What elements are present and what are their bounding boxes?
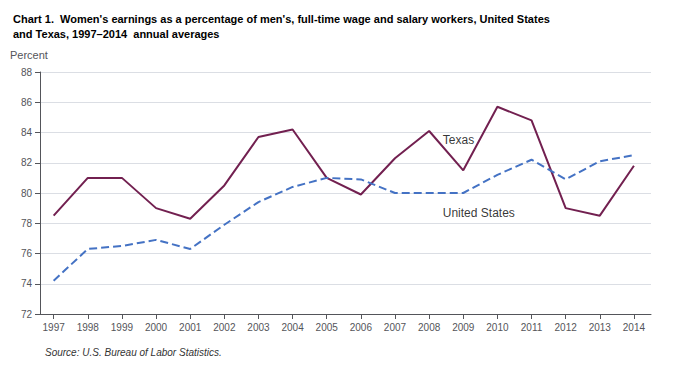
svg-text:2008: 2008 [418,322,441,333]
svg-text:2009: 2009 [452,322,475,333]
svg-text:2000: 2000 [145,322,168,333]
svg-text:2007: 2007 [384,322,407,333]
svg-text:2003: 2003 [247,322,270,333]
svg-text:2010: 2010 [486,322,509,333]
svg-text:2004: 2004 [281,322,304,333]
svg-text:Source: U.S. Bureau of Labor S: Source: U.S. Bureau of Labor Statistics. [45,347,222,358]
svg-text:2005: 2005 [316,322,339,333]
svg-text:2001: 2001 [179,322,202,333]
svg-text:88: 88 [21,67,33,78]
svg-text:2014: 2014 [623,322,646,333]
svg-text:2013: 2013 [589,322,612,333]
svg-text:United States: United States [443,206,515,220]
svg-text:Chart 1. Women's earnings as: Chart 1. Women's earnings as a percentag… [13,13,550,25]
svg-text:78: 78 [21,218,33,229]
svg-text:1998: 1998 [77,322,100,333]
svg-text:86: 86 [21,97,33,108]
svg-text:Percent: Percent [10,49,48,61]
svg-text:74: 74 [21,278,33,289]
svg-text:Texas: Texas [443,133,474,147]
svg-text:84: 84 [21,127,33,138]
svg-text:2011: 2011 [521,322,543,333]
svg-text:1997: 1997 [43,322,66,333]
svg-text:72: 72 [21,309,33,320]
svg-text:80: 80 [21,188,33,199]
svg-text:and Texas, 1997–2014 annual a: and Texas, 1997–2014 annual averages [13,28,219,40]
svg-text:82: 82 [21,157,33,168]
svg-text:2002: 2002 [213,322,236,333]
svg-text:1999: 1999 [111,322,134,333]
svg-text:2012: 2012 [555,322,578,333]
svg-text:76: 76 [21,248,33,259]
svg-text:2006: 2006 [350,322,373,333]
